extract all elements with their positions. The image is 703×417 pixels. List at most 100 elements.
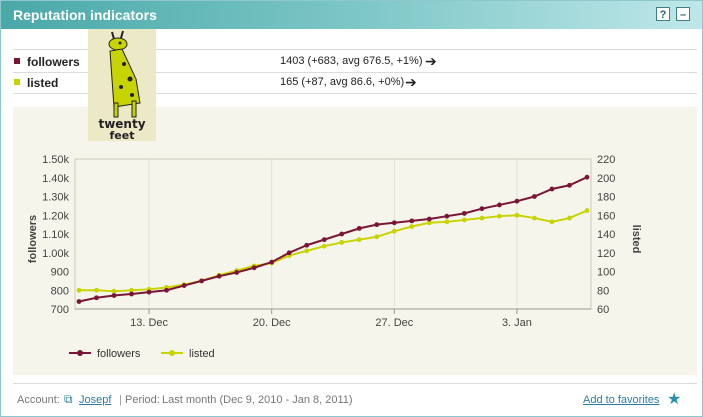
data-point-listed — [94, 287, 99, 293]
data-point-followers — [304, 242, 310, 248]
data-point-listed — [356, 237, 362, 243]
data-point-followers — [234, 270, 240, 275]
y-right-tick-label: 160 — [597, 210, 615, 222]
data-point-followers — [497, 202, 502, 208]
help-icon: ? — [659, 9, 667, 21]
external-link-icon[interactable]: ⧉ — [64, 392, 73, 406]
footer-separator: | — [119, 394, 122, 406]
y-left-tick-label: 1.50k — [42, 154, 69, 166]
followers-bullet-icon — [14, 58, 20, 64]
data-point-followers — [584, 174, 590, 180]
data-point-listed — [391, 228, 397, 234]
data-point-listed — [567, 215, 572, 221]
chart-area: followers listed followers listed 13. De… — [13, 107, 697, 375]
minimize-button[interactable]: – — [676, 7, 690, 21]
minimize-icon: – — [679, 9, 687, 21]
y-left-tick-label: 1.30k — [42, 192, 69, 204]
data-point-followers — [146, 289, 152, 295]
y-left-tick-label: 800 — [51, 285, 69, 297]
y-left-axis-label: followers — [27, 215, 39, 263]
account-link[interactable]: Josepf — [79, 394, 112, 406]
y-right-tick-label: 200 — [597, 173, 615, 185]
giraffe-icon: twenty feet — [98, 30, 146, 142]
chart-legend: followers listed — [69, 348, 215, 360]
data-point-listed — [532, 215, 537, 221]
data-point-followers — [164, 287, 169, 293]
legend-listed-marker — [169, 350, 175, 356]
data-point-followers — [94, 295, 99, 301]
data-point-followers — [286, 250, 292, 256]
data-point-followers — [391, 220, 397, 226]
y-right-tick-label: 100 — [597, 267, 615, 279]
x-tick-label: 20. Dec — [253, 317, 291, 329]
widget-footer: Account: ⧉ Josepf | Period: Last month (… — [1, 387, 702, 416]
y-left-tick-label: 900 — [51, 267, 69, 279]
data-point-listed — [479, 215, 485, 221]
data-point-followers — [461, 210, 467, 216]
add-to-favorites-link[interactable]: Add to favorites — [583, 394, 660, 406]
row-divider — [13, 93, 697, 94]
listed-label: listed — [27, 76, 59, 90]
data-point-listed — [321, 243, 327, 249]
y-right-tick-label: 120 — [597, 248, 615, 260]
data-point-listed — [584, 208, 590, 213]
legend-followers-label: followers — [97, 348, 141, 360]
data-point-listed — [76, 287, 82, 293]
legend-listed-label: listed — [189, 348, 215, 360]
data-point-followers — [409, 218, 415, 224]
data-point-followers — [549, 186, 555, 192]
data-point-followers — [426, 216, 432, 222]
data-point-listed — [409, 224, 415, 229]
data-point-followers — [514, 198, 520, 204]
data-point-listed — [374, 234, 380, 240]
data-point-listed — [304, 248, 310, 254]
data-point-followers — [479, 206, 485, 212]
listed-bullet-icon — [14, 79, 20, 85]
account-label: Account: — [17, 394, 60, 406]
data-point-listed — [497, 213, 502, 219]
data-point-followers — [532, 194, 537, 199]
y-left-tick-label: 1.00k — [42, 248, 69, 260]
row-divider — [13, 72, 697, 73]
data-point-followers — [111, 293, 117, 298]
data-point-listed — [129, 287, 134, 293]
data-point-listed — [549, 219, 555, 225]
data-point-followers — [374, 222, 380, 228]
y-right-tick-label: 140 — [597, 229, 615, 241]
data-point-listed — [514, 212, 520, 218]
help-button[interactable]: ? — [656, 7, 670, 21]
row-divider — [13, 49, 697, 50]
data-point-listed — [339, 240, 345, 245]
plot-area — [74, 158, 592, 310]
series-line-followers — [78, 176, 588, 303]
data-point-listed — [461, 217, 467, 223]
data-point-followers — [356, 225, 362, 231]
x-tick-label: 13. Dec — [130, 317, 168, 329]
y-left-tick-label: 1.40k — [42, 173, 69, 185]
y-left-tick-label: 1.20k — [42, 210, 69, 222]
y-left-tick-label: 1.10k — [42, 229, 69, 241]
widget-header: Reputation indicators ? – — [1, 1, 702, 29]
period-label: Period: — [125, 394, 160, 406]
data-point-followers — [269, 259, 275, 265]
footer-divider — [13, 383, 697, 384]
followers-arrow-icon[interactable]: ➔ — [425, 53, 437, 69]
row-listed: listed 165 (+87, avg 86.6, +0%) ➔ — [13, 73, 697, 94]
period-value: Last month (Dec 9, 2010 - Jan 8, 2011) — [162, 394, 353, 406]
y-right-axis-label: listed — [630, 225, 642, 254]
data-point-listed — [444, 219, 450, 225]
star-icon[interactable]: ★ — [667, 391, 682, 408]
series-line-listed — [79, 209, 588, 293]
data-point-followers — [129, 291, 134, 297]
followers-label: followers — [27, 55, 80, 69]
data-point-followers — [216, 273, 222, 279]
logo-text-top: twenty — [98, 117, 145, 131]
x-tick-label: 27. Dec — [375, 317, 413, 329]
y-right-tick-label: 180 — [597, 192, 615, 204]
listed-arrow-icon[interactable]: ➔ — [405, 74, 417, 90]
row-followers: followers 1403 (+683, avg 676.5, +1%) ➔ — [13, 52, 697, 73]
listed-value: 165 (+87, avg 86.6, +0%) — [280, 76, 405, 88]
data-point-followers — [199, 278, 205, 284]
data-point-followers — [76, 299, 82, 304]
